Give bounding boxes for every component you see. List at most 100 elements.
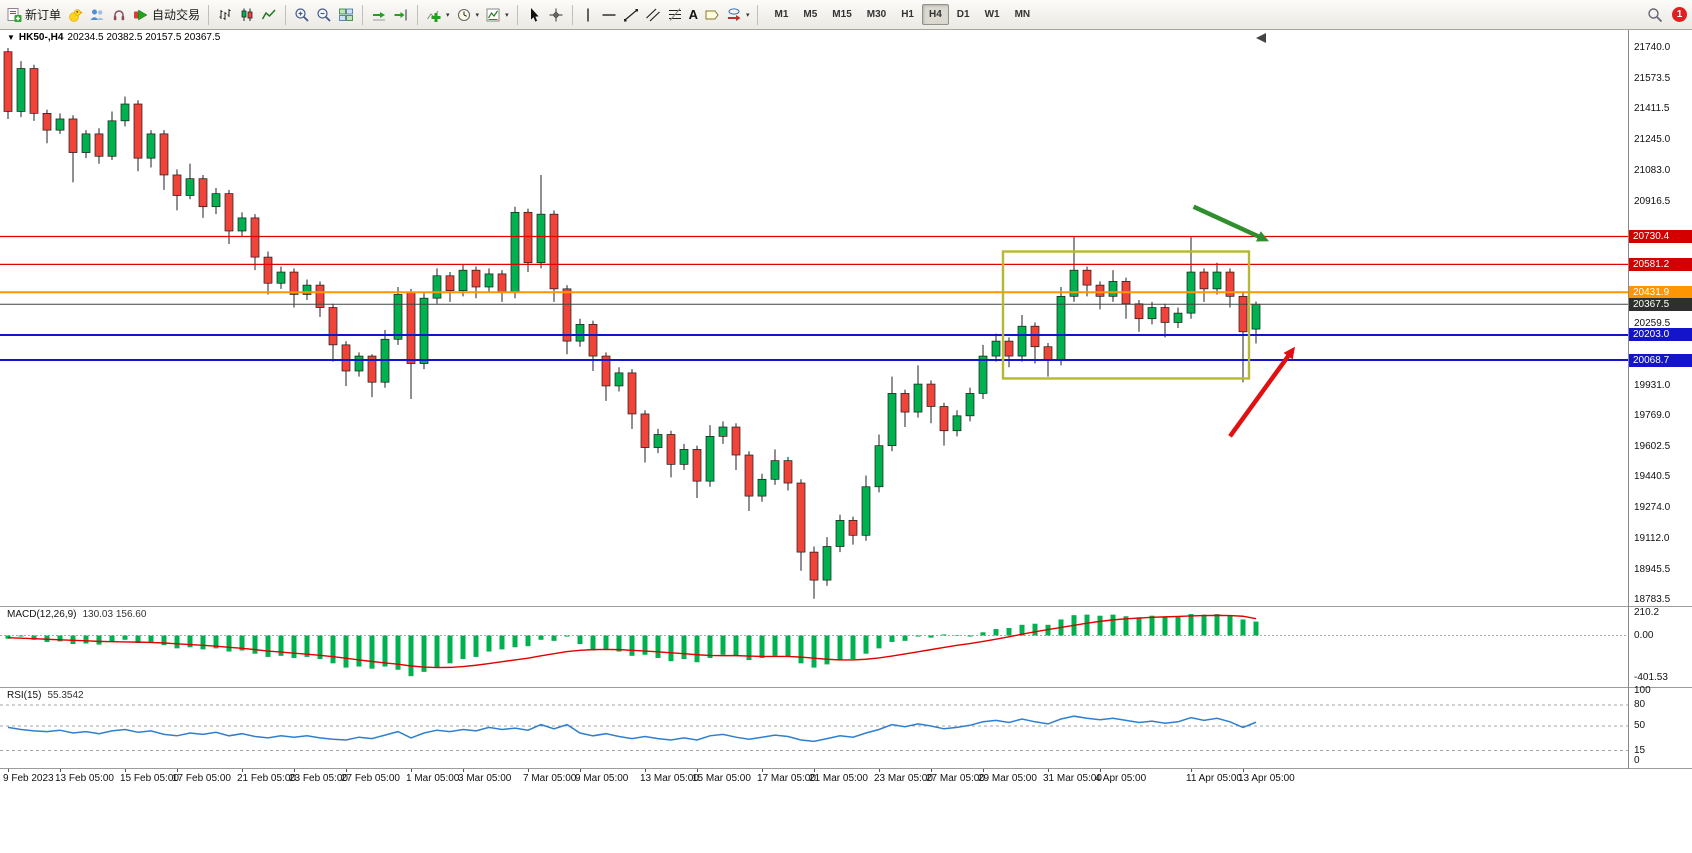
headset-icon [113,9,125,20]
pane-separator[interactable] [0,687,1692,688]
macd-bar [499,635,505,650]
macd-bar [330,635,336,664]
candle [484,268,494,293]
zoom-out-button[interactable] [313,3,335,27]
label-tool-button[interactable] [701,3,723,27]
chart-shift-marker[interactable] [1256,33,1266,43]
periods-clock-icon [457,8,470,21]
candle [939,402,949,446]
price-axis-tick: 20259.5 [1634,318,1671,330]
cursor-tool-button[interactable] [523,3,545,27]
zoom-in-button[interactable] [291,3,313,27]
red-up-arrow[interactable] [1228,346,1295,438]
timeframe-button-h4[interactable]: H4 [922,4,949,25]
time-axis-tick [177,769,178,772]
macd-bar [681,635,687,660]
periods-button[interactable]: ▾ [453,3,483,27]
candle [965,387,975,422]
candle [1004,337,1014,368]
channel-tool-button[interactable] [642,3,664,27]
time-axis-label: 3 Mar 05:00 [458,773,512,784]
time-axis-tick [8,769,9,772]
price-level-tag: 20730.4 [1629,229,1692,243]
macd-bar [902,635,908,641]
candlestick-chart-button[interactable] [236,3,258,27]
candle [120,96,130,127]
time-axis-tick [879,769,880,772]
community-button[interactable] [86,3,108,27]
pane-separator[interactable] [0,606,1692,607]
mql5-community-button[interactable] [64,3,86,27]
line-chart-button[interactable] [258,3,280,27]
macd-bar [161,635,167,646]
shapes-tool-button[interactable]: ▾ [723,3,753,27]
timeframe-button-m5[interactable]: M5 [803,9,818,20]
chart-menu-icon[interactable]: ▼ [7,33,15,42]
annotation-rectangle[interactable] [1001,250,1251,380]
timeframe-button-w1[interactable]: W1 [984,9,1000,20]
horizontal-line-tool-button[interactable] [598,3,620,27]
green-down-arrow[interactable] [1192,204,1269,242]
macd-bar [1175,616,1181,636]
support-button[interactable] [108,3,130,27]
macd-bar [1006,628,1012,636]
candle [198,174,208,218]
candle [1134,300,1144,332]
timeframe-button-m15[interactable]: M15 [832,9,852,20]
price-chart-canvas[interactable] [0,30,1628,606]
tile-windows-button[interactable] [335,3,357,27]
candle [406,288,416,400]
macd-canvas[interactable] [0,607,1628,687]
candle [432,268,442,304]
price-axis-border[interactable] [1628,29,1629,769]
macd-bar [590,635,596,651]
notification-badge[interactable]: 1 [1672,7,1687,22]
crosshair-tool-button[interactable] [545,3,567,27]
candle [770,449,780,485]
chart-shift-button[interactable] [390,3,412,27]
symbol-title: HK50-,H4 [18,32,64,43]
candle [575,318,585,347]
bar-chart-button[interactable] [214,3,236,27]
time-axis-tick [580,769,581,772]
macd-values: 130.03 156.60 [82,609,147,620]
macd-bar [187,635,193,648]
macd-bar [1201,614,1207,636]
autotrading-button[interactable]: 自动交易 [130,3,203,27]
time-axis-label: 15 Mar 05:00 [692,773,751,784]
auto-scroll-button[interactable] [368,3,390,27]
time-axis-tick [242,769,243,772]
fibonacci-tool-button[interactable] [664,3,686,27]
timeframe-button-m1[interactable]: M1 [774,9,789,20]
timeframe-button-m30[interactable]: M30 [866,9,887,20]
candle [952,410,962,437]
templates-button[interactable]: ▾ [482,3,512,27]
timeframe-button-d1[interactable]: D1 [956,9,970,20]
rsi-axis-tick: 15 [1634,744,1646,756]
horizontal-line-icon [602,13,616,16]
time-axis-label: 21 Feb 05:00 [237,773,296,784]
macd-bar [83,635,89,644]
macd-bar [395,635,401,670]
timeframe-button-h1[interactable]: H1 [901,9,914,20]
time-axis-label: 4 Apr 05:00 [1095,773,1147,784]
candle [523,208,533,273]
add-indicator-button[interactable]: ▾ [423,3,453,27]
vertical-line-tool-button[interactable] [578,3,598,27]
candle [1030,322,1040,364]
timeframe-button-mn[interactable]: MN [1014,9,1031,20]
trendline-tool-button[interactable] [620,3,642,27]
chevron-down-icon: ▾ [475,11,480,19]
new-order-button[interactable]: 新订单 [3,3,64,27]
candle [640,410,650,463]
search-icon[interactable] [1647,7,1663,23]
macd-bar [421,635,427,672]
candle [822,537,832,586]
candle [315,281,325,317]
macd-bar [174,635,180,649]
macd-bar [863,635,869,654]
rsi-canvas[interactable] [0,688,1628,768]
macd-bar [447,635,453,664]
text-tool-button[interactable]: A [686,3,701,27]
macd-bar [1149,615,1155,636]
